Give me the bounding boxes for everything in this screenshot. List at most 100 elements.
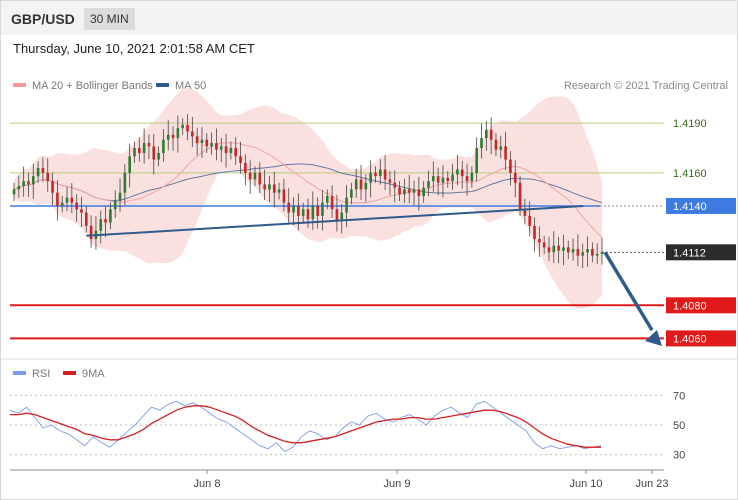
candle-body xyxy=(441,177,445,183)
candle-body xyxy=(75,202,78,210)
candle-body xyxy=(591,249,594,256)
candle-body xyxy=(456,169,459,175)
candle-body xyxy=(523,209,527,216)
credit-text: Research © 2021 Trading Central xyxy=(563,80,728,92)
symbol-label: GBP/USD xyxy=(11,11,75,27)
candle-body xyxy=(195,136,199,144)
candle-body xyxy=(600,252,604,254)
candle-body xyxy=(393,182,397,188)
candle-body xyxy=(31,176,35,185)
rsi-tick-label: 50 xyxy=(673,420,685,432)
candle-body xyxy=(41,167,45,173)
rsi-9ma-line xyxy=(10,405,601,448)
candle-body xyxy=(27,181,30,185)
forecast-arrowhead xyxy=(645,330,662,346)
candle-body xyxy=(133,148,136,157)
candle-body xyxy=(258,172,262,185)
candle-body xyxy=(340,212,344,221)
candle-body xyxy=(513,172,517,183)
candle-body xyxy=(234,148,238,157)
candle-body xyxy=(571,249,575,253)
candle-body xyxy=(581,252,585,256)
candle-body xyxy=(17,186,21,190)
ma50-line xyxy=(13,163,603,204)
candle-body xyxy=(162,139,165,153)
candle-body xyxy=(465,176,469,182)
legend-label-rsi: RSI xyxy=(32,368,51,380)
candle-body xyxy=(562,247,565,251)
candle-body xyxy=(253,172,257,180)
legend-label-ma20: MA 20 + Bollinger Bands xyxy=(32,80,153,92)
level-label: 1.4060 xyxy=(673,333,707,345)
candle-body xyxy=(451,174,454,182)
ma20-line xyxy=(13,142,603,238)
level-tag-support xyxy=(666,297,736,314)
candle-body xyxy=(431,176,435,182)
candle-body xyxy=(297,205,300,216)
x-tick-label: Jun 23 xyxy=(635,478,668,490)
level-tag-pivot xyxy=(666,197,736,214)
top-bar: GBP/USD 30 MIN xyxy=(1,1,737,35)
candle-body xyxy=(518,182,522,210)
forecast-arrow xyxy=(603,251,654,332)
candle-body xyxy=(311,205,315,220)
candle-body xyxy=(359,179,363,190)
candle-body xyxy=(200,139,204,144)
candle-body xyxy=(287,202,291,213)
candle-body xyxy=(142,143,146,153)
datetime-label: Thursday, June 10, 2021 2:01:58 AM CET xyxy=(13,41,255,56)
candle-body xyxy=(369,172,372,183)
candle-body xyxy=(36,167,40,177)
candle-body xyxy=(268,184,271,190)
x-tick-label: Jun 10 xyxy=(569,478,602,490)
rsi-line xyxy=(9,400,602,453)
candle-body xyxy=(277,189,281,193)
candle-body xyxy=(128,156,131,173)
candle-body xyxy=(595,253,599,256)
candle-body xyxy=(109,209,112,223)
candle-body xyxy=(460,169,464,177)
candle-body xyxy=(417,189,421,197)
legend-ma20: MA 20 + Bollinger Bands xyxy=(13,80,153,92)
legend-swatch-ma20 xyxy=(13,83,26,88)
candle-body xyxy=(181,124,185,129)
candle-body xyxy=(528,215,532,226)
candle-body xyxy=(412,189,416,193)
level-label: 1.4112 xyxy=(673,247,706,259)
candle-body xyxy=(325,196,329,203)
candle-body xyxy=(84,212,88,226)
candle-body xyxy=(499,146,503,150)
candle-body xyxy=(60,202,64,206)
candle-body xyxy=(46,172,50,182)
candle-body xyxy=(113,200,117,210)
rsi-tick-label: 30 xyxy=(673,450,685,462)
candle-body xyxy=(118,192,122,201)
candle-body xyxy=(282,189,286,203)
candle-body xyxy=(533,225,536,240)
candle-body xyxy=(547,247,551,253)
candle-body xyxy=(383,169,387,180)
level-label: 1.4160 xyxy=(673,168,707,180)
legend-swatch-9ma xyxy=(63,371,76,376)
candle-body xyxy=(378,169,382,177)
candle-body xyxy=(224,146,228,153)
rsi-tick-label: 70 xyxy=(673,390,685,402)
level-label: 1.4140 xyxy=(673,201,707,213)
candle-body xyxy=(335,209,339,221)
candle-body xyxy=(407,189,411,193)
candle-body xyxy=(504,146,507,160)
candle-body xyxy=(104,219,107,223)
candle-body xyxy=(330,196,334,210)
candle-body xyxy=(70,197,74,203)
candle-body xyxy=(22,181,25,187)
level-tag-support xyxy=(666,330,736,347)
candle-body xyxy=(176,128,180,139)
candle-body xyxy=(509,159,512,173)
candle-body xyxy=(152,146,156,160)
candle-body xyxy=(123,172,127,193)
timeframe-badge[interactable]: 30 MIN xyxy=(84,8,135,30)
candle-body xyxy=(157,152,160,160)
trend-line xyxy=(86,204,584,237)
candle-body xyxy=(239,156,242,163)
